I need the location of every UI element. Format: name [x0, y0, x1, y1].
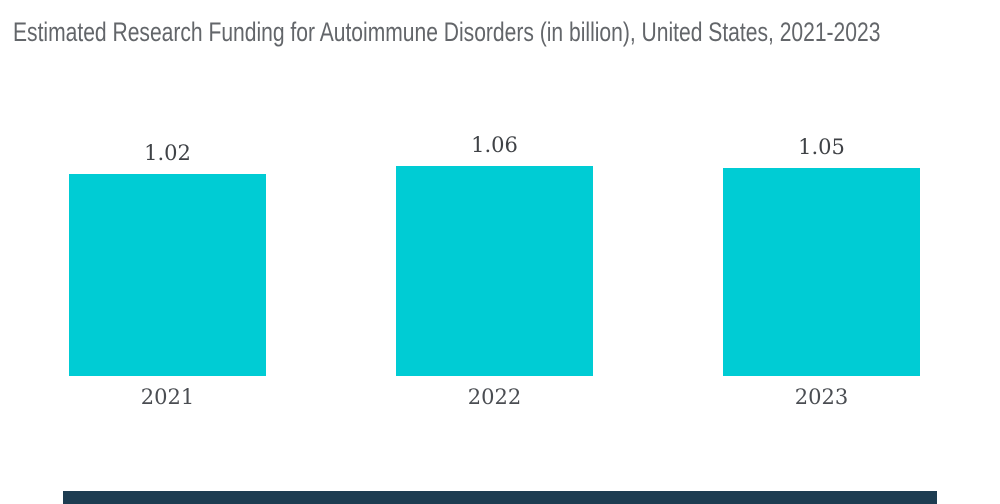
chart-title: Estimated Research Funding for Autoimmun… [13, 17, 881, 47]
bar-2022 [396, 166, 593, 376]
x-axis-label-2023: 2023 [794, 385, 849, 409]
bar-2023 [723, 168, 920, 376]
footer-accent-bar [63, 491, 937, 504]
x-axis-label-2021: 2021 [140, 385, 195, 409]
bar-value-label-2022: 1.06 [471, 133, 518, 157]
bar-value-label-2021: 1.02 [144, 141, 191, 165]
x-axis-label-2022: 2022 [467, 385, 522, 409]
bar-2021 [69, 174, 266, 376]
bar-value-label-2023: 1.05 [798, 135, 845, 159]
